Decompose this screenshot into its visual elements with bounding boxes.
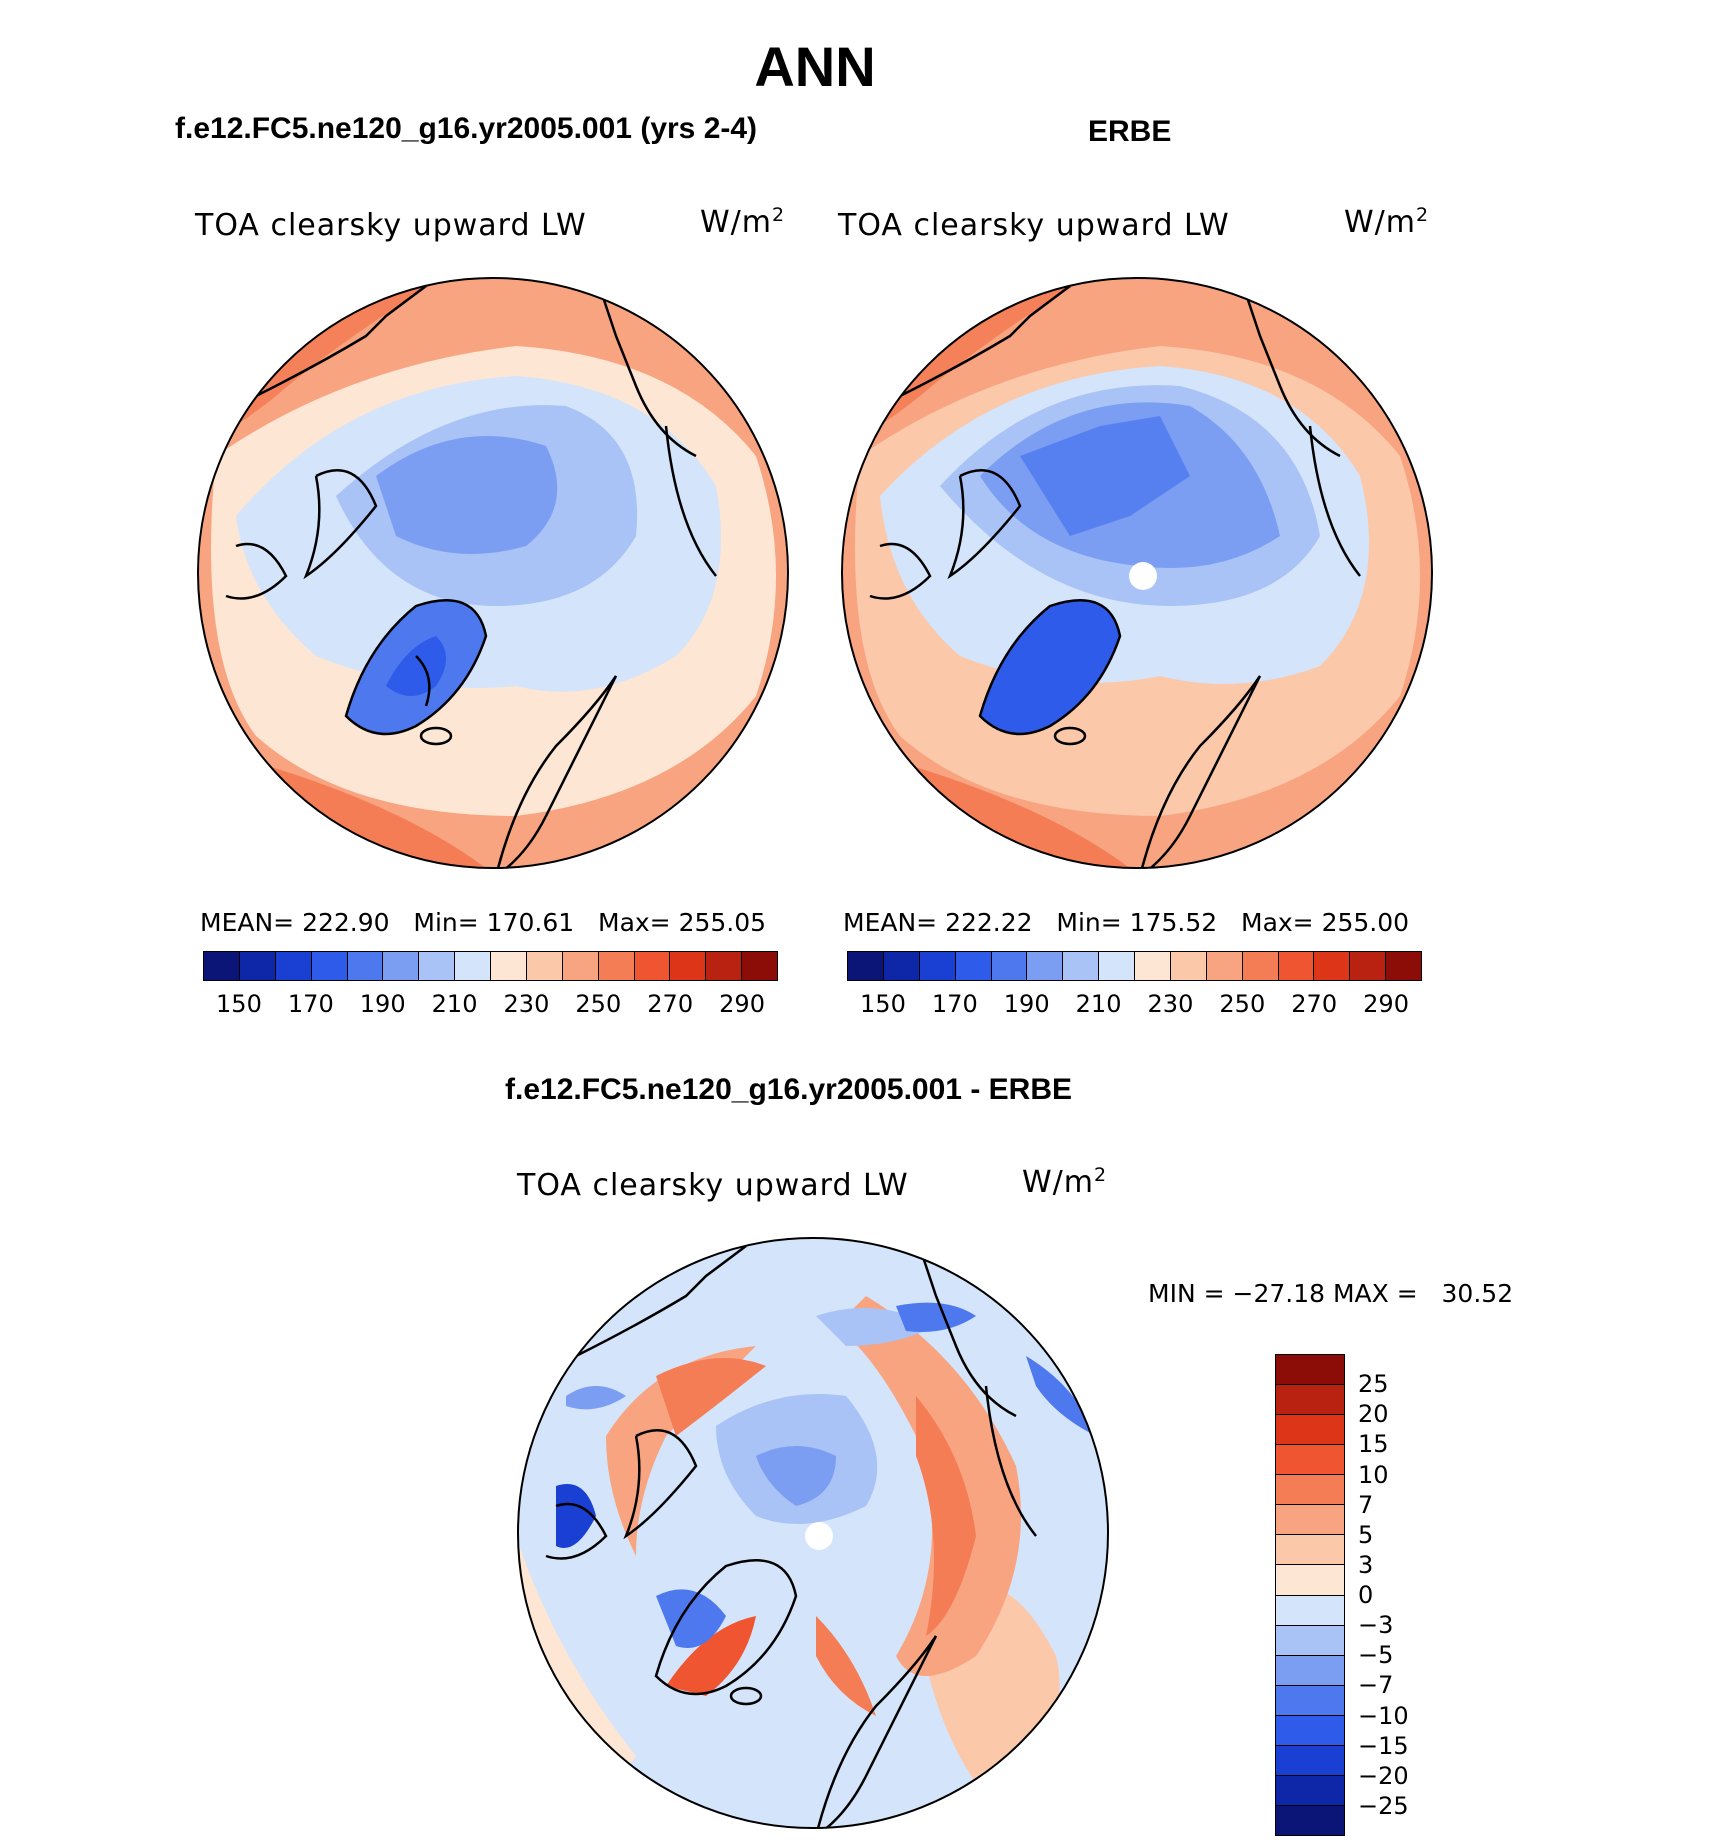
model-colorbar-swatch-14 xyxy=(706,952,743,980)
model-polar-map xyxy=(197,277,789,869)
obs-stats: MEAN= 222.22 Min= 175.52 Max= 255.00 xyxy=(843,908,1410,937)
model-colorbar-swatch-5 xyxy=(383,952,420,980)
obs-colorbar-tick-label: 170 xyxy=(931,990,978,1018)
diff-colorbar-swatch-8 xyxy=(1276,1595,1344,1626)
model-colorbar-tick-label: 290 xyxy=(719,990,765,1018)
diff-colorbar-swatch-14 xyxy=(1276,1775,1344,1806)
model-colorbar-tick-label: 150 xyxy=(216,990,262,1018)
figure-title: ANN xyxy=(754,35,876,98)
model-colorbar-tick-label: 250 xyxy=(575,990,622,1018)
obs-colorbar-tick-label: 190 xyxy=(1003,990,1050,1018)
diff-colorbar-swatch-13 xyxy=(1276,1745,1344,1776)
model-units-label: W/m2 xyxy=(700,204,786,240)
obs-colorbar-swatch-1 xyxy=(883,952,920,980)
diff-colorbar-tick-label: −7 xyxy=(1358,1671,1394,1700)
diff-variable-label: TOA clearsky upward LW xyxy=(517,1168,909,1203)
model-colorbar-swatch-11 xyxy=(598,952,635,980)
diff-colorbar-tick-label: 5 xyxy=(1358,1520,1374,1549)
model-colorbar-tick-label: 190 xyxy=(359,990,406,1018)
model-stats: MEAN= 222.90 Min= 170.61 Max= 255.05 xyxy=(200,908,767,937)
model-colorbar-swatch-3 xyxy=(311,952,348,980)
diff-colorbar-swatch-5 xyxy=(1276,1505,1344,1536)
obs-colorbar-swatch-6 xyxy=(1063,952,1100,980)
model-colorbar-swatch-13 xyxy=(670,952,707,980)
obs-colorbar-tick-label: 210 xyxy=(1075,990,1122,1018)
diff-colorbar-tick-label: 10 xyxy=(1358,1460,1389,1489)
obs-colorbar-swatch-5 xyxy=(1027,952,1064,980)
model-colorbar-swatch-12 xyxy=(634,952,671,980)
obs-colorbar-swatch-14 xyxy=(1350,952,1387,980)
obs-colorbar-tick-label: 230 xyxy=(1147,990,1194,1018)
model-colorbar-swatch-4 xyxy=(347,952,384,980)
obs-title: ERBE xyxy=(1088,115,1172,148)
model-variable-label: TOA clearsky upward LW xyxy=(195,208,587,243)
model-colorbar-tick-label: 230 xyxy=(503,990,550,1018)
obs-colorbar-swatch-8 xyxy=(1135,952,1171,980)
obs-colorbar-swatch-15 xyxy=(1386,952,1421,980)
model-colorbar-swatch-6 xyxy=(419,952,456,980)
obs-colorbar-swatch-12 xyxy=(1278,952,1315,980)
obs-colorbar-swatch-9 xyxy=(1170,952,1207,980)
model-colorbar-tick-label: 170 xyxy=(287,990,334,1018)
obs-colorbar-swatch-4 xyxy=(991,952,1028,980)
obs-colorbar-swatch-2 xyxy=(919,952,956,980)
obs-variable-label: TOA clearsky upward LW xyxy=(838,208,1230,243)
diff-colorbar-tick-label: 0 xyxy=(1358,1581,1374,1609)
obs-colorbar-swatch-0 xyxy=(848,952,884,980)
diff-colorbar-swatch-10 xyxy=(1276,1655,1344,1686)
obs-colorbar-swatch-3 xyxy=(955,952,992,980)
diff-colorbar-swatch-1 xyxy=(1276,1385,1344,1416)
model-colorbar-swatch-7 xyxy=(455,952,491,980)
model-colorbar-tick-label: 270 xyxy=(647,990,694,1018)
obs-colorbar-tick-label: 270 xyxy=(1291,990,1338,1018)
diff-colorbar-tick-label: 3 xyxy=(1358,1550,1374,1579)
diff-colorbar-swatch-9 xyxy=(1276,1625,1344,1656)
diff-colorbar-tick-label: 15 xyxy=(1358,1430,1389,1459)
diff-colorbar-tick-label: −15 xyxy=(1358,1731,1409,1760)
model-colorbar-swatch-2 xyxy=(275,952,312,980)
obs-colorbar-swatch-11 xyxy=(1242,952,1279,980)
diff-colorbar-swatch-7 xyxy=(1276,1565,1344,1596)
obs-polar-map xyxy=(841,277,1433,869)
obs-colorbar-swatch-10 xyxy=(1206,952,1243,980)
obs-colorbar-tick-label: 290 xyxy=(1363,990,1409,1018)
model-case-title: f.e12.FC5.ne120_g16.yr2005.001 (yrs 2-4) xyxy=(175,112,758,145)
diff-colorbar-tick-label: −25 xyxy=(1358,1791,1409,1820)
model-colorbar-swatch-0 xyxy=(204,952,240,980)
diff-colorbar-tick-label: 25 xyxy=(1358,1370,1389,1399)
obs-colorbar xyxy=(847,951,1422,981)
obs-colorbar-tick-label: 250 xyxy=(1219,990,1266,1018)
diff-colorbar-tick-label: −20 xyxy=(1358,1761,1409,1790)
model-colorbar-swatch-9 xyxy=(526,952,563,980)
diff-colorbar xyxy=(1275,1354,1345,1836)
model-colorbar xyxy=(203,951,778,981)
diff-colorbar-swatch-3 xyxy=(1276,1445,1344,1476)
diff-colorbar-swatch-6 xyxy=(1276,1535,1344,1566)
diff-colorbar-swatch-2 xyxy=(1276,1415,1344,1446)
model-colorbar-tick-label: 210 xyxy=(431,990,478,1018)
model-colorbar-swatch-15 xyxy=(742,952,777,980)
diff-colorbar-swatch-12 xyxy=(1276,1715,1344,1746)
diff-colorbar-swatch-15 xyxy=(1276,1805,1344,1835)
diff-colorbar-swatch-4 xyxy=(1276,1475,1344,1506)
obs-units-label: W/m2 xyxy=(1344,204,1430,240)
diff-title: f.e12.FC5.ne120_g16.yr2005.001 - ERBE xyxy=(505,1073,1072,1106)
diff-stats: MIN = −27.18 MAX = 30.52 xyxy=(1148,1279,1514,1308)
diff-units-label: W/m2 xyxy=(1022,1164,1108,1200)
model-colorbar-swatch-10 xyxy=(562,952,599,980)
diff-colorbar-tick-label: 7 xyxy=(1358,1490,1374,1519)
diff-polar-map xyxy=(517,1237,1109,1829)
diff-colorbar-tick-label: −5 xyxy=(1358,1641,1394,1670)
obs-colorbar-swatch-7 xyxy=(1099,952,1135,980)
obs-colorbar-tick-label: 150 xyxy=(860,990,906,1018)
model-colorbar-swatch-8 xyxy=(491,952,527,980)
diff-colorbar-tick-label: −10 xyxy=(1358,1701,1409,1730)
diff-colorbar-tick-label: 20 xyxy=(1358,1400,1389,1429)
diff-colorbar-swatch-11 xyxy=(1276,1685,1344,1716)
obs-colorbar-swatch-13 xyxy=(1314,952,1351,980)
model-colorbar-swatch-1 xyxy=(239,952,276,980)
diff-colorbar-tick-label: −3 xyxy=(1358,1611,1394,1640)
diff-colorbar-swatch-0 xyxy=(1276,1355,1344,1386)
